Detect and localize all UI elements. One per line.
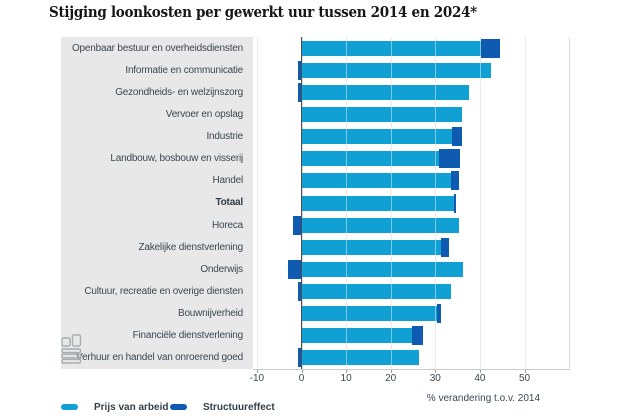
plot-area xyxy=(253,37,571,369)
x-tick-mark xyxy=(301,370,303,373)
category-label: Horeca xyxy=(211,219,243,231)
category-label: Landbouw, bosbouw en visserij xyxy=(110,153,243,165)
bar-segment-prijs-van-arbeid xyxy=(301,217,460,233)
bar-segment-prijs-van-arbeid xyxy=(301,195,455,211)
bar-segment-structuureffect xyxy=(297,60,302,80)
category-label: Openbaar bestuur en overheidsdiensten xyxy=(71,42,243,54)
legend-swatch-prijs-van-arbeid-icon xyxy=(61,404,78,410)
category-label-panel: Openbaar bestuur en overheidsdiensten Inf… xyxy=(61,37,253,369)
bar-segment-prijs-van-arbeid xyxy=(301,40,482,56)
legend-item-structuureffect: Structuureffect xyxy=(170,400,275,414)
category-label: Financiële dienstverlening xyxy=(132,330,244,342)
x-tick-label: 40 xyxy=(474,373,486,384)
bar-segment-structuureffect xyxy=(411,326,423,346)
legend-label: Prijs van arbeid xyxy=(94,401,169,413)
bar-segment-structuureffect xyxy=(297,282,302,302)
gridline-overlay xyxy=(435,37,437,369)
x-tick-mark xyxy=(390,370,392,373)
x-tick-mark xyxy=(524,370,526,373)
bar-segment-structuureffect xyxy=(452,127,462,147)
x-tick-mark xyxy=(256,370,258,373)
bar-segment-prijs-van-arbeid xyxy=(301,239,442,255)
bar-segment-structuureffect xyxy=(436,304,441,324)
gridline xyxy=(479,37,481,369)
category-label: Gezondheids- en welzijnszorg xyxy=(115,86,243,98)
category-label: Zakelijke dienstverlening xyxy=(138,241,243,253)
gridline-overlay xyxy=(256,37,258,369)
bar-segment-prijs-van-arbeid xyxy=(301,328,412,344)
bar-segment-prijs-van-arbeid xyxy=(301,306,437,322)
x-tick-mark xyxy=(435,370,437,373)
category-label: Totaal xyxy=(215,197,243,209)
x-tick-mark xyxy=(346,370,348,373)
x-tick-label: 20 xyxy=(385,373,397,384)
bar-segment-structuureffect xyxy=(298,348,302,368)
bar-segment-prijs-van-arbeid xyxy=(301,84,470,100)
x-tick-mark xyxy=(479,370,481,373)
bar-segment-prijs-van-arbeid xyxy=(301,151,439,167)
bar-segment-structuureffect xyxy=(481,38,500,58)
legend-item-prijs-van-arbeid: Prijs van arbeid xyxy=(61,400,168,414)
x-tick-label: -10 xyxy=(249,373,265,384)
legend-label: Structuureffect xyxy=(203,401,275,413)
bar-segment-structuureffect xyxy=(454,193,456,213)
category-label: Informatie en communicatie xyxy=(125,64,243,76)
x-axis-title: % verandering t.o.v. 2014 xyxy=(426,393,540,404)
bar-segment-prijs-van-arbeid xyxy=(301,261,463,277)
bar-segment-prijs-van-arbeid xyxy=(301,106,462,122)
x-tick-label: 30 xyxy=(429,373,441,384)
bar-segment-prijs-van-arbeid xyxy=(301,129,453,145)
category-label: Verhuur en handel van onroerend goed xyxy=(76,352,243,364)
x-tick-label: 10 xyxy=(340,373,352,384)
gridline-overlay xyxy=(346,37,348,369)
bar-segment-structuureffect xyxy=(293,215,302,235)
chart-title: Stijging loonkosten per gewerkt uur tuss… xyxy=(49,4,477,21)
gridline xyxy=(524,37,526,369)
x-tick-label: 0 xyxy=(298,373,305,384)
gridline-overlay xyxy=(479,37,481,369)
bar-segment-structuureffect xyxy=(438,149,460,169)
bar-segment-prijs-van-arbeid xyxy=(301,350,420,366)
bar-segment-structuureffect xyxy=(288,259,302,279)
bar-segment-prijs-van-arbeid xyxy=(301,284,451,300)
gridline-overlay xyxy=(524,37,526,369)
category-label: Vervoer en opslag xyxy=(165,108,243,120)
bar-segment-structuureffect xyxy=(297,82,302,102)
bar-segment-prijs-van-arbeid xyxy=(301,173,451,189)
bar-segment-prijs-van-arbeid xyxy=(301,62,491,78)
legend-swatch-structuureffect-icon xyxy=(170,404,187,410)
x-axis-line xyxy=(253,369,570,370)
category-label: Cultuur, recreatie en overige diensten xyxy=(84,286,243,298)
category-label: Industrie xyxy=(206,131,243,143)
category-label: Bouwnijverheid xyxy=(177,308,243,320)
bar-segment-structuureffect xyxy=(441,237,450,257)
category-label: Handel xyxy=(212,175,244,187)
zero-axis-line xyxy=(300,37,302,369)
gridline-overlay xyxy=(390,37,392,369)
gridline xyxy=(256,37,258,369)
category-label: Onderwijs xyxy=(200,263,243,275)
bar-segment-structuureffect xyxy=(450,171,460,191)
gridline xyxy=(569,37,571,369)
cbs-logo-icon xyxy=(61,334,82,364)
x-tick-label: 50 xyxy=(518,373,531,384)
